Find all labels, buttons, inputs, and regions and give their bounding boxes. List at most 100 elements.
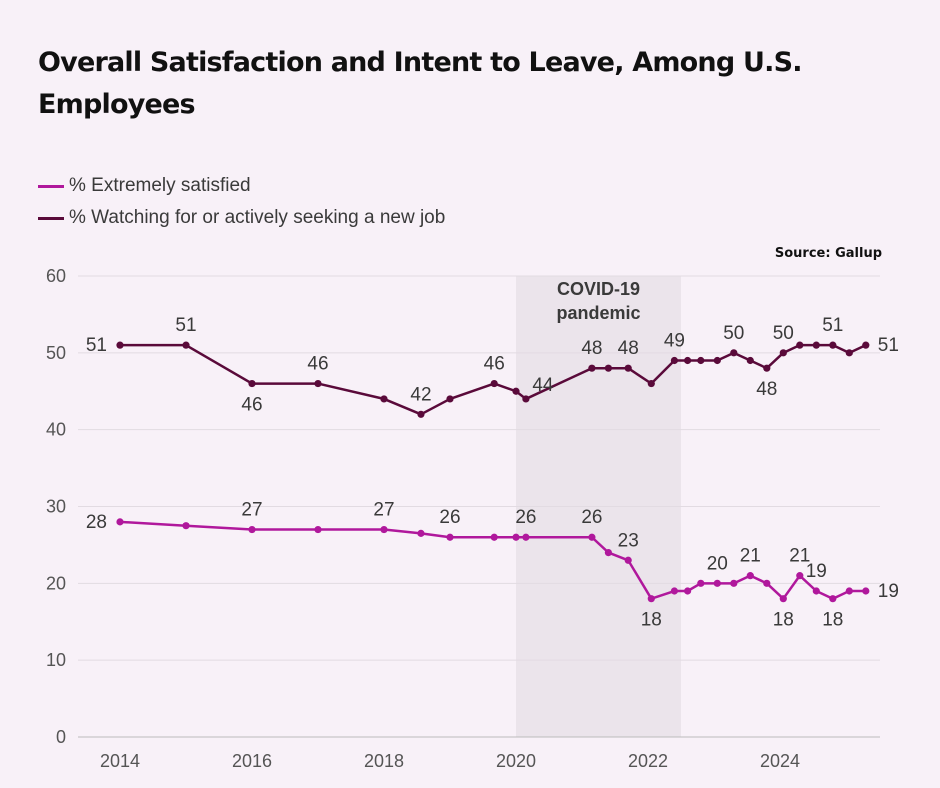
- y-tick-label: 10: [46, 650, 66, 670]
- legend: % Extremely satisfied % Watching for or …: [38, 170, 445, 234]
- data-point: [812, 587, 820, 595]
- y-tick-label: 60: [46, 266, 66, 286]
- data-point: [314, 379, 322, 388]
- data-label: 28: [86, 512, 107, 533]
- data-point: [446, 395, 454, 403]
- data-point: [624, 556, 632, 564]
- legend-item-satisfied: % Extremely satisfied: [38, 170, 445, 202]
- source-note: Source: Gallup: [774, 246, 882, 261]
- data-label: 21: [789, 546, 810, 567]
- data-label: 18: [641, 610, 662, 631]
- x-tick-label: 2016: [232, 751, 272, 771]
- series-1: 51 51 46 46 42 46 44 48 48 49 50 48 50 51 51: [86, 315, 899, 418]
- covid-label: pandemic: [556, 303, 640, 323]
- data-point: [812, 341, 820, 349]
- covid-label: COVID-19: [557, 279, 640, 299]
- data-point: [490, 379, 498, 388]
- data-point: [730, 349, 738, 357]
- data-label: 48: [581, 338, 602, 359]
- y-tick-label: 30: [46, 497, 66, 517]
- legend-item-seeking: % Watching for or actively seeking a new…: [38, 202, 445, 234]
- data-label: 48: [618, 338, 639, 359]
- data-label: 19: [806, 561, 827, 582]
- x-tick-label: 2022: [628, 751, 668, 771]
- data-label: 44: [532, 375, 554, 396]
- data-point: [647, 595, 655, 603]
- data-label: 18: [822, 610, 843, 631]
- data-label: 26: [515, 507, 536, 528]
- data-point: [624, 364, 632, 372]
- legend-swatch-seeking: [38, 216, 64, 220]
- data-label: 20: [707, 553, 728, 574]
- data-point: [829, 341, 837, 349]
- data-point: [647, 379, 655, 388]
- data-point: [604, 364, 613, 372]
- data-point: [763, 364, 771, 372]
- x-tick-label: 2024: [760, 751, 800, 771]
- data-point: [314, 525, 322, 534]
- data-label: 23: [618, 530, 639, 551]
- data-label: 26: [439, 507, 460, 528]
- data-point: [512, 387, 520, 395]
- data-point: [746, 356, 754, 365]
- data-point: [116, 341, 124, 349]
- data-point: [796, 572, 804, 580]
- data-point: [746, 572, 754, 580]
- data-label: 51: [86, 335, 107, 356]
- data-point: [697, 356, 705, 365]
- data-point: [248, 379, 256, 388]
- data-point: [796, 341, 804, 349]
- data-point: [248, 525, 256, 534]
- data-label: 51: [175, 315, 196, 336]
- data-point: [862, 587, 870, 595]
- data-point: [522, 395, 530, 403]
- data-label: 49: [664, 331, 685, 352]
- data-point: [380, 525, 388, 534]
- data-point: [730, 579, 738, 587]
- data-label: 21: [740, 546, 761, 567]
- data-label: 18: [773, 610, 794, 631]
- y-tick-label: 40: [46, 420, 66, 440]
- data-point: [490, 533, 498, 541]
- data-point: [522, 533, 530, 541]
- data-label: 50: [773, 323, 794, 344]
- y-tick-label: 50: [46, 343, 66, 363]
- data-point: [684, 587, 692, 595]
- data-point: [713, 356, 721, 365]
- data-label: 46: [484, 354, 505, 375]
- data-point: [588, 364, 596, 372]
- data-point: [684, 356, 692, 365]
- data-label: 26: [581, 507, 602, 528]
- data-label: 42: [410, 384, 431, 405]
- data-point: [417, 410, 425, 418]
- data-point: [588, 533, 596, 541]
- data-point: [446, 533, 454, 541]
- y-tick-label: 20: [46, 573, 66, 593]
- data-point: [697, 579, 705, 587]
- data-point: [604, 549, 613, 557]
- data-point: [845, 587, 853, 595]
- y-tick-label: 0: [56, 727, 66, 747]
- data-point: [116, 518, 124, 526]
- data-label: 48: [756, 379, 777, 400]
- legend-label-satisfied: % Extremely satisfied: [69, 175, 251, 196]
- x-tick-label: 2018: [364, 751, 404, 771]
- data-point: [829, 595, 837, 603]
- data-label: 46: [307, 354, 328, 375]
- data-point: [670, 587, 679, 595]
- data-point: [862, 341, 870, 349]
- legend-swatch-satisfied: [38, 184, 64, 188]
- data-label: 50: [723, 323, 744, 344]
- data-point: [417, 529, 425, 537]
- data-label: 46: [241, 395, 262, 416]
- data-point: [670, 356, 679, 365]
- data-label: 51: [878, 335, 899, 356]
- data-point: [512, 533, 520, 541]
- data-label: 19: [878, 581, 899, 602]
- data-point: [713, 579, 721, 587]
- legend-label-seeking: % Watching for or actively seeking a new…: [69, 207, 446, 228]
- data-point: [779, 595, 787, 603]
- data-point: [380, 395, 388, 403]
